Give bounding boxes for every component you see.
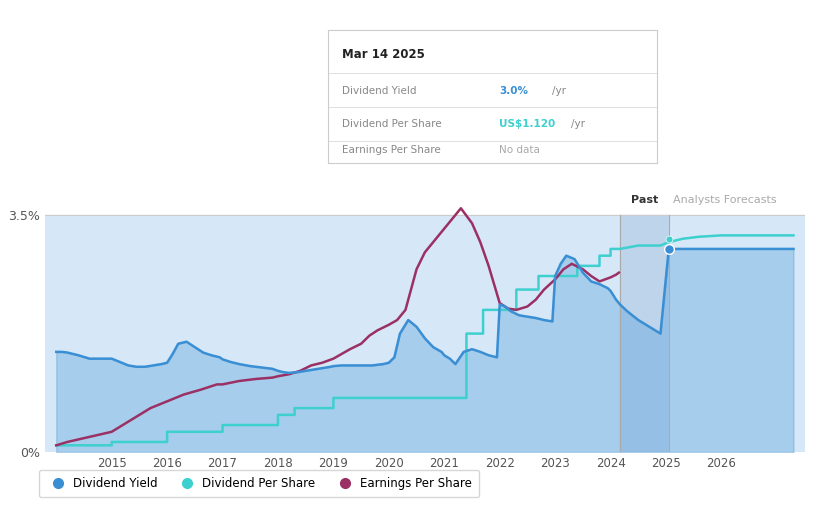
Bar <box>669 215 805 452</box>
Text: Dividend Per Share: Dividend Per Share <box>342 119 441 129</box>
Text: Mar 14 2025: Mar 14 2025 <box>342 48 424 60</box>
Text: /yr: /yr <box>571 119 585 129</box>
Text: 3.0%: 3.0% <box>499 86 528 96</box>
Text: US$1.120: US$1.120 <box>499 119 556 129</box>
Legend: Dividend Yield, Dividend Per Share, Earnings Per Share: Dividend Yield, Dividend Per Share, Earn… <box>39 470 479 497</box>
Bar <box>45 215 620 452</box>
Text: /yr: /yr <box>552 86 566 96</box>
Text: Analysts Forecasts: Analysts Forecasts <box>673 195 777 205</box>
Text: Past: Past <box>631 195 658 205</box>
Bar <box>620 215 669 452</box>
Text: Earnings Per Share: Earnings Per Share <box>342 145 440 154</box>
Text: No data: No data <box>499 145 540 154</box>
Text: Dividend Yield: Dividend Yield <box>342 86 416 96</box>
